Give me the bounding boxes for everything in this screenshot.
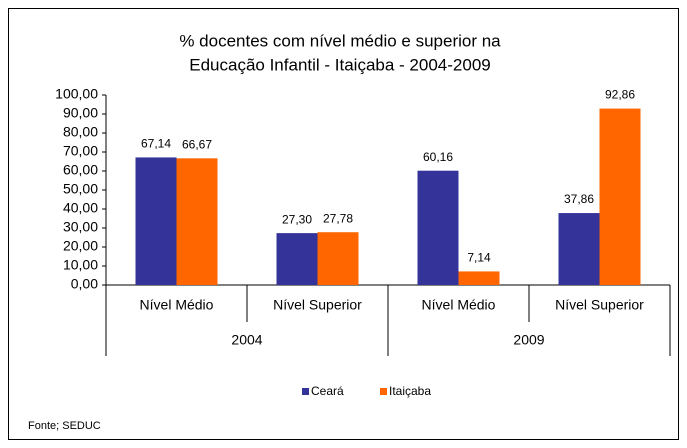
y-tick-label: 60,00 [63, 162, 98, 178]
value-label: 66,67 [182, 137, 212, 151]
bar [558, 213, 600, 285]
legend-label: Itaiçaba [389, 384, 431, 398]
bar [135, 157, 177, 285]
y-tick-label: 80,00 [63, 124, 98, 140]
x-tick-label: Nível Médio [140, 297, 214, 313]
y-tick-label: 0,00 [71, 276, 98, 292]
bar [276, 233, 318, 285]
group-label: 2004 [231, 332, 262, 348]
chart-title: Educação Infantil - Itaiçaba - 2004-2009 [189, 55, 490, 74]
value-label: 27,30 [282, 212, 312, 226]
legend-swatch [302, 388, 309, 395]
y-tick-label: 70,00 [63, 143, 98, 159]
chart-title: % docentes com nível médio e superior na [179, 31, 501, 50]
value-label: 60,16 [423, 150, 453, 164]
y-tick-label: 20,00 [63, 238, 98, 254]
x-tick-label: Nível Superior [273, 297, 362, 313]
y-tick-label: 40,00 [63, 200, 98, 216]
y-tick-label: 100,00 [55, 86, 98, 102]
y-tick-label: 10,00 [63, 257, 98, 273]
value-label: 37,86 [564, 192, 594, 206]
bar [599, 108, 641, 285]
bar [176, 158, 218, 285]
group-label: 2009 [513, 332, 544, 348]
legend-swatch [380, 388, 387, 395]
bar [458, 271, 500, 285]
x-tick-label: Nível Superior [555, 297, 644, 313]
y-tick-label: 90,00 [63, 105, 98, 121]
value-label: 67,14 [141, 137, 171, 151]
x-tick-label: Nível Médio [422, 297, 496, 313]
bar [417, 170, 459, 285]
bar [317, 232, 359, 285]
y-tick-label: 30,00 [63, 219, 98, 235]
value-label: 27,78 [323, 211, 353, 225]
value-label: 92,86 [605, 88, 635, 102]
value-label: 7,14 [467, 251, 491, 265]
legend-label: Ceará [311, 384, 344, 398]
y-tick-label: 50,00 [63, 181, 98, 197]
source: Fonte; SEDUC [28, 420, 101, 432]
